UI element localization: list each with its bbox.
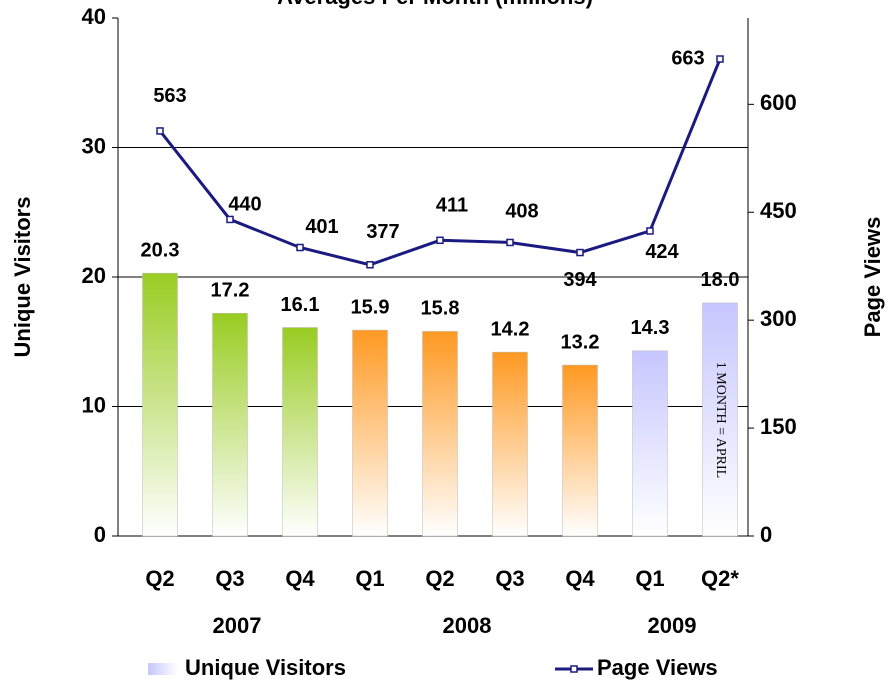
x-tick-label: Q2* xyxy=(701,566,739,591)
bar xyxy=(702,302,738,537)
x-tick-label: Q2 xyxy=(145,566,174,591)
line-value-label: 440 xyxy=(228,194,261,216)
x-tick-label: Q4 xyxy=(285,566,315,591)
legend-label: Unique Visitors xyxy=(185,655,346,680)
line xyxy=(158,58,722,267)
line-marker xyxy=(226,215,234,224)
line-marker xyxy=(296,243,304,252)
line-value-label: 663 xyxy=(671,47,704,69)
y-tick-label: 10 xyxy=(82,392,106,417)
y2-axis-label: Page Views xyxy=(860,217,885,338)
legend-swatch xyxy=(148,663,178,675)
line-value-label: 408 xyxy=(505,201,538,223)
bar-value-label: 18.0 xyxy=(701,269,740,291)
bar-value-label: 20.3 xyxy=(141,239,180,261)
bar xyxy=(492,351,528,537)
bar-value-label: 15.9 xyxy=(351,296,390,318)
bar-value-label: 15.8 xyxy=(421,298,460,320)
line-marker xyxy=(646,227,654,235)
bar xyxy=(422,331,458,537)
line-marker xyxy=(716,55,724,63)
bar xyxy=(212,313,248,537)
year-label: 2007 xyxy=(213,613,262,638)
bar xyxy=(282,327,318,537)
legend-marker xyxy=(570,665,578,673)
y2-tick-label: 300 xyxy=(760,306,797,331)
x-tick-label: Q2 xyxy=(425,566,454,591)
y-tick-label: 30 xyxy=(82,133,106,158)
line-marker xyxy=(506,238,514,247)
annotation: 1 MONTH = APRIL xyxy=(713,362,728,478)
line-marker xyxy=(576,248,584,257)
line-value-label: 401 xyxy=(305,216,338,238)
bar xyxy=(632,350,668,537)
y-axis-label: Unique Visitors xyxy=(10,197,35,358)
x-tick-label: Q1 xyxy=(355,566,384,591)
line-marker xyxy=(436,236,444,245)
line-value-label: 411 xyxy=(436,195,468,217)
y2-tick-label: 450 xyxy=(760,198,797,223)
x-tick-label: Q3 xyxy=(215,566,244,591)
bar-value-label: 14.2 xyxy=(491,318,530,340)
y-tick-label: 0 xyxy=(94,522,106,547)
y2-tick-label: 150 xyxy=(760,414,797,439)
line-value-label: 377 xyxy=(366,221,399,243)
line-marker xyxy=(156,127,164,135)
x-tick-label: Q1 xyxy=(635,566,664,591)
line-marker xyxy=(366,261,374,269)
legend-label: Page Views xyxy=(597,655,718,680)
bar-value-label: 17.2 xyxy=(211,280,250,302)
bar-value-label: 14.3 xyxy=(631,317,670,339)
y-tick-label: 20 xyxy=(82,263,106,288)
x-tick-label: Q3 xyxy=(495,566,524,591)
year-label: 2008 xyxy=(443,613,492,638)
bar-value-label: 13.2 xyxy=(561,331,600,353)
bar xyxy=(352,329,388,537)
y-tick-label: 40 xyxy=(82,4,106,29)
x-tick-label: Q4 xyxy=(565,566,595,591)
y2-tick-label: 600 xyxy=(760,90,797,115)
line-value-label: 563 xyxy=(153,85,186,107)
bar xyxy=(142,272,178,537)
year-label: 2009 xyxy=(648,613,697,638)
line-value-label: 424 xyxy=(645,241,679,263)
chart-title: Averages Per Month (millions) xyxy=(277,0,593,9)
bar xyxy=(562,364,598,537)
line-value-label: 394 xyxy=(563,269,597,291)
bar-value-label: 16.1 xyxy=(281,294,320,316)
y2-tick-label: 0 xyxy=(760,522,772,547)
